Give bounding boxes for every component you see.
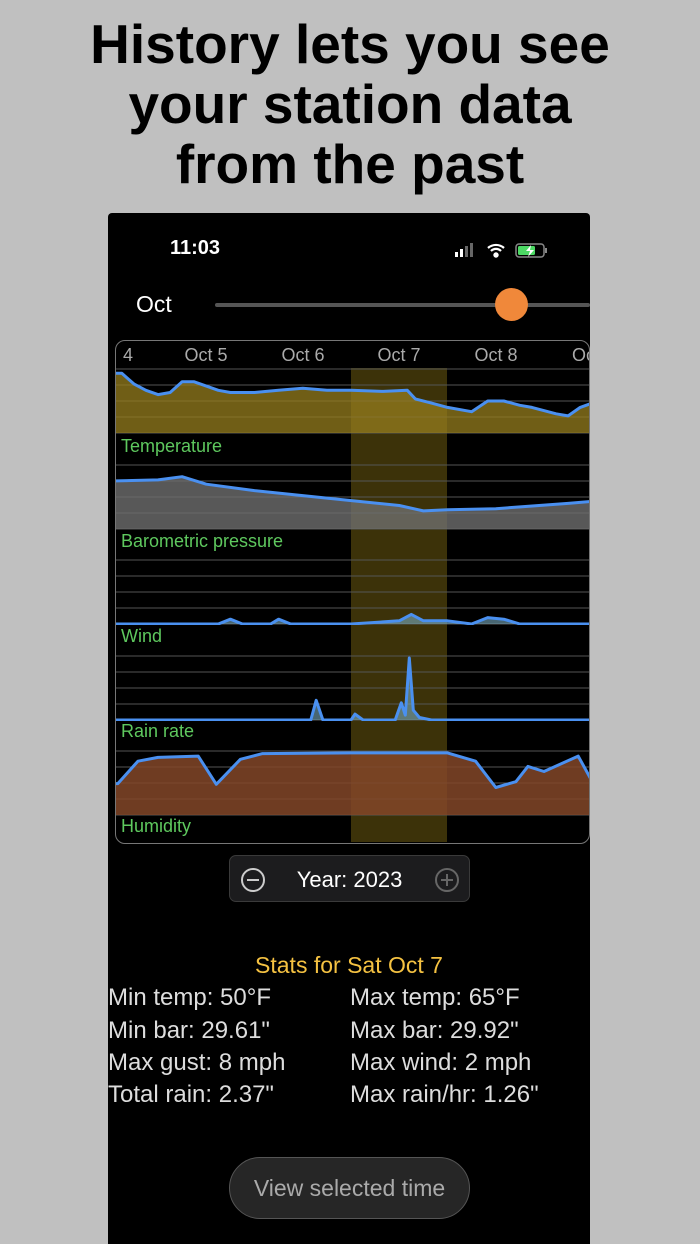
series-line: [116, 371, 589, 418]
history-chart[interactable]: 4 Oct 5 Oct 6 Oct 7 Oct 8 Oct Temperatur…: [115, 340, 590, 844]
date-label: Oct: [571, 345, 589, 365]
date-label: 4: [122, 345, 134, 365]
stat-max-temp: Max temp: 65°F: [350, 984, 520, 1011]
temperature-plot: [116, 368, 589, 434]
minus-circle-icon[interactable]: [240, 867, 266, 893]
stats-title: Stats for Sat Oct 7: [255, 952, 443, 978]
date-label: Oct 5: [184, 345, 228, 365]
stat-min-bar: Min bar: 29.61": [108, 1017, 270, 1044]
stat-min-temp: Min temp: 50°F: [108, 984, 271, 1011]
stat-max-gust: Max gust: 8 mph: [108, 1049, 286, 1076]
battery-charging-icon: [515, 243, 547, 258]
wifi-icon: [487, 243, 505, 258]
year-label: Year: 2023: [296, 867, 403, 892]
status-time: 11:03: [170, 237, 221, 259]
series-area: [116, 658, 589, 720]
wind-plot: [116, 559, 589, 625]
series-line: [116, 656, 589, 721]
stat-max-wind: Max wind: 2 mph: [350, 1049, 532, 1076]
rain-rate-plot: [116, 655, 589, 721]
stat-total-rain: Total rain: 2.37": [108, 1081, 274, 1108]
headline: History lets you see your station data f…: [90, 13, 610, 195]
date-label: Oct 6: [281, 345, 325, 365]
date-label: Oct 7: [377, 345, 421, 365]
series-area: [116, 373, 589, 433]
view-selected-time-button[interactable]: View selected time: [229, 1157, 470, 1219]
series-area: [116, 476, 589, 529]
pressure-plot: [116, 464, 589, 530]
series-line: [116, 751, 589, 789]
panel-label-pressure: Barometric pressure: [121, 531, 284, 551]
date-label: Oct 8: [474, 345, 518, 365]
panel-label-humidity: Humidity: [121, 816, 192, 836]
stat-max-bar: Max bar: 29.92": [350, 1017, 519, 1044]
series-line: [116, 612, 589, 625]
humidity-plot: [116, 750, 589, 816]
series-area: [116, 752, 589, 815]
panel-label-wind: Wind: [121, 626, 163, 646]
stat-max-rain-hr: Max rain/hr: 1.26": [350, 1081, 539, 1108]
series-line: [116, 475, 589, 513]
plus-circle-icon[interactable]: [434, 867, 460, 893]
panel-label-rain-rate: Rain rate: [121, 721, 195, 741]
panel-label-temperature: Temperature: [121, 436, 223, 456]
phone-screen: 11:03 Oct 4 Oct 5 Oct 6 Oct 7 Oct 8 Oct …: [108, 213, 590, 1244]
month-slider-thumb[interactable]: [495, 288, 528, 321]
cellular-signal-icon: [455, 243, 473, 257]
status-icons: [455, 243, 547, 258]
month-slider-track[interactable]: [215, 303, 590, 307]
year-stepper: Year: 2023: [229, 855, 470, 902]
month-label: Oct: [136, 291, 172, 317]
